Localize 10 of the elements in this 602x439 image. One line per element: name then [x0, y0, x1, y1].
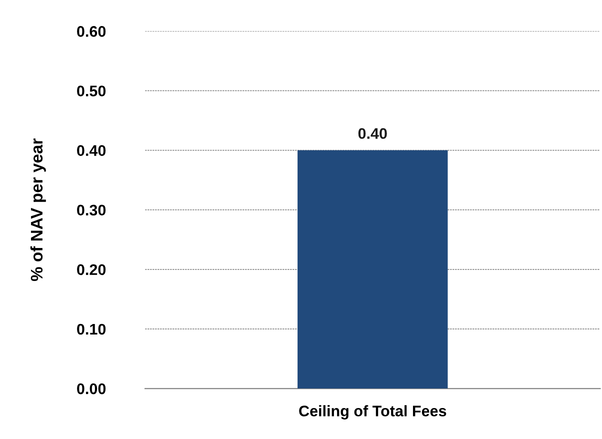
y-tick-label: 0.00: [77, 383, 106, 394]
y-tick-label: 0.40: [77, 145, 106, 156]
y-tick-label: 0.30: [77, 204, 106, 216]
y-tick-label: 0.60: [77, 26, 106, 37]
x-tick-label: Ceiling of Total Fees: [299, 405, 446, 420]
y-tick-label: 0.10: [77, 324, 106, 335]
y-tick-label: 0.20: [77, 264, 106, 276]
data-label: 0.40: [358, 128, 387, 139]
y-tick-label: 0.50: [77, 86, 106, 96]
y-axis-title: % of NAV per year: [30, 138, 46, 282]
